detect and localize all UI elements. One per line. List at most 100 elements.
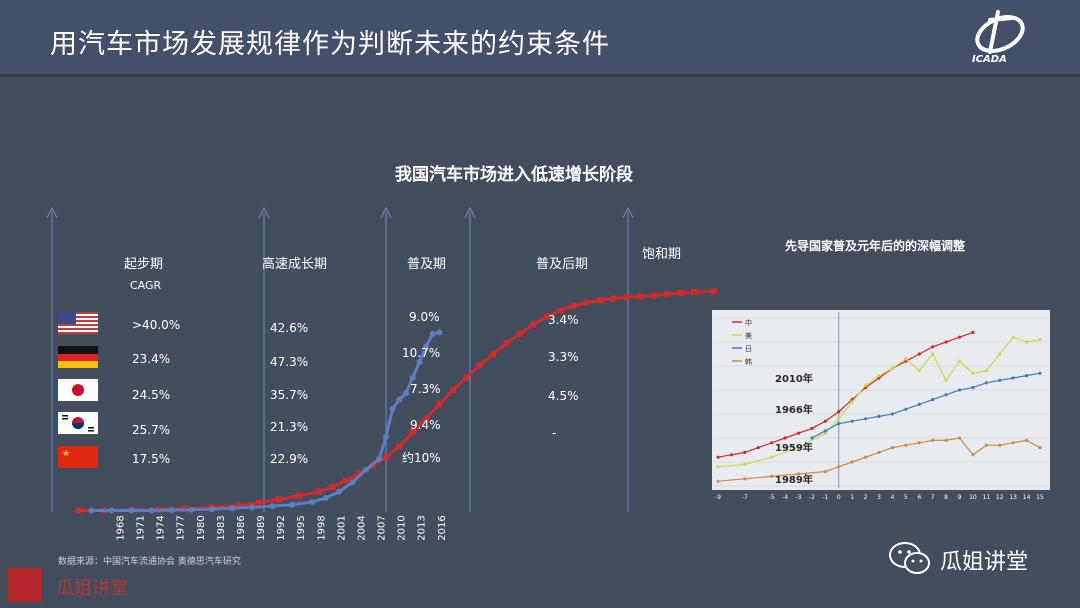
series-point-0 bbox=[423, 415, 430, 422]
x-tick-label: 1977 bbox=[176, 515, 187, 540]
inset-point-2 bbox=[837, 422, 841, 426]
kr-flag bbox=[58, 412, 98, 434]
x-tick-label: 1986 bbox=[236, 515, 247, 540]
inset-point-0 bbox=[837, 410, 841, 414]
x-tick-label: 2007 bbox=[377, 515, 388, 540]
series-point-0 bbox=[342, 477, 349, 484]
cagr-kr-pop: 9.4% bbox=[410, 418, 441, 432]
inset-point-0 bbox=[756, 446, 760, 450]
series-point-0 bbox=[557, 307, 564, 314]
inset-point-3 bbox=[877, 450, 881, 454]
inset-year-annotation: 2010年 bbox=[775, 372, 813, 385]
inset-point-3 bbox=[1011, 441, 1015, 445]
x-tick-label: 1983 bbox=[216, 515, 227, 540]
inset-x-tick: 13 bbox=[1009, 494, 1017, 501]
series-point-1 bbox=[362, 466, 369, 473]
phase-label-popularization: 普及期 bbox=[407, 257, 447, 272]
inset-point-1 bbox=[1024, 340, 1029, 344]
x-tick-label: 1995 bbox=[296, 515, 307, 540]
series-point-0 bbox=[463, 374, 470, 381]
header-divider bbox=[0, 74, 1080, 77]
cagr-us-pop: 9.0% bbox=[409, 310, 440, 324]
inset-point-2 bbox=[810, 436, 814, 440]
inset-point-0 bbox=[783, 436, 787, 440]
inset-point-3 bbox=[1038, 446, 1042, 450]
source-note: 数据来源：中国汽车流通协会 奥德思汽车研究 bbox=[58, 557, 241, 567]
cagr-jp-start: 24.5% bbox=[132, 388, 171, 402]
inset-point-1 bbox=[904, 357, 908, 361]
inset-x-tick: -9 bbox=[715, 494, 721, 501]
series-point-0 bbox=[275, 496, 282, 503]
inset-point-1 bbox=[890, 366, 895, 370]
inset-point-0 bbox=[823, 419, 827, 423]
inset-point-2 bbox=[971, 386, 975, 390]
inset-point-1 bbox=[863, 383, 868, 387]
inset-point-1 bbox=[796, 446, 801, 450]
series-point-0 bbox=[396, 443, 403, 450]
series-point-1 bbox=[249, 504, 256, 511]
x-tick-label: 2013 bbox=[417, 515, 428, 540]
cagr-kr-start: 25.7% bbox=[132, 423, 171, 437]
inset-x-tick: -1 bbox=[822, 494, 828, 501]
x-tick-label: 1989 bbox=[256, 515, 267, 540]
inset-point-3 bbox=[904, 443, 908, 447]
series-point-0 bbox=[316, 488, 323, 495]
series-point-0 bbox=[597, 297, 604, 304]
inset-point-0 bbox=[931, 345, 935, 349]
inset-x-tick: 0 bbox=[837, 494, 841, 501]
inset-point-0 bbox=[957, 335, 962, 339]
x-tick-label: 1971 bbox=[136, 515, 147, 540]
wechat-icon bbox=[889, 542, 930, 574]
series-point-1 bbox=[429, 330, 436, 337]
series-point-0 bbox=[610, 295, 617, 302]
phase-label-saturation: 饱和期 bbox=[642, 247, 682, 262]
series-point-0 bbox=[356, 470, 363, 477]
x-tick-label: 2001 bbox=[336, 515, 347, 540]
inset-point-0 bbox=[917, 352, 921, 356]
inset-point-2 bbox=[957, 388, 962, 392]
inset-series-2 bbox=[811, 372, 1041, 439]
cagr-cn-growth: 22.9% bbox=[270, 452, 309, 466]
x-tick-label: 2010 bbox=[397, 515, 408, 540]
inset-point-1 bbox=[917, 369, 921, 373]
inset-point-2 bbox=[904, 407, 908, 411]
series-point-0 bbox=[449, 387, 456, 394]
series-point-0 bbox=[583, 299, 590, 306]
inset-point-3 bbox=[890, 446, 895, 450]
x-tick-label: 1968 bbox=[115, 515, 126, 540]
series-point-1 bbox=[289, 501, 296, 508]
x-tick-label: 1998 bbox=[316, 515, 327, 540]
inset-point-3 bbox=[984, 443, 988, 447]
inset-point-1 bbox=[971, 371, 975, 375]
series-point-0 bbox=[516, 330, 523, 337]
us-flag bbox=[58, 312, 98, 334]
inset-x-tick: 5 bbox=[904, 494, 908, 501]
inset-year-annotation: 1959年 bbox=[775, 441, 813, 454]
phase-label-late: 普及后期 bbox=[536, 257, 589, 272]
inset-x-tick: 6 bbox=[917, 494, 921, 501]
inset-x-tick: 4 bbox=[891, 494, 895, 501]
inset-x-tick: 1 bbox=[850, 494, 854, 501]
series-point-1 bbox=[88, 507, 95, 514]
inset-point-0 bbox=[877, 376, 881, 380]
cagr-kr-late: - bbox=[552, 426, 557, 440]
inset-point-0 bbox=[944, 340, 948, 344]
series-point-0 bbox=[503, 340, 510, 347]
cagr-jp-pop: 7.3% bbox=[410, 382, 441, 396]
inset-point-3 bbox=[971, 453, 975, 457]
logo-emblem-icon bbox=[975, 10, 1025, 54]
inset-point-3 bbox=[743, 477, 747, 481]
inset-point-3 bbox=[863, 455, 868, 459]
series-point-0 bbox=[235, 502, 242, 509]
inset-point-3 bbox=[957, 436, 962, 440]
series-point-0 bbox=[690, 289, 697, 295]
cagr-cn-start: 17.5% bbox=[132, 452, 171, 466]
inset-point-1 bbox=[877, 374, 881, 378]
cagr-us-start: >40.0% bbox=[132, 318, 181, 332]
series-point-1 bbox=[108, 507, 115, 514]
inset-x-tick: 8 bbox=[944, 494, 948, 501]
inset-point-1 bbox=[823, 431, 827, 435]
phase-label-growth: 高速成长期 bbox=[262, 257, 328, 272]
inset-point-3 bbox=[770, 474, 774, 478]
